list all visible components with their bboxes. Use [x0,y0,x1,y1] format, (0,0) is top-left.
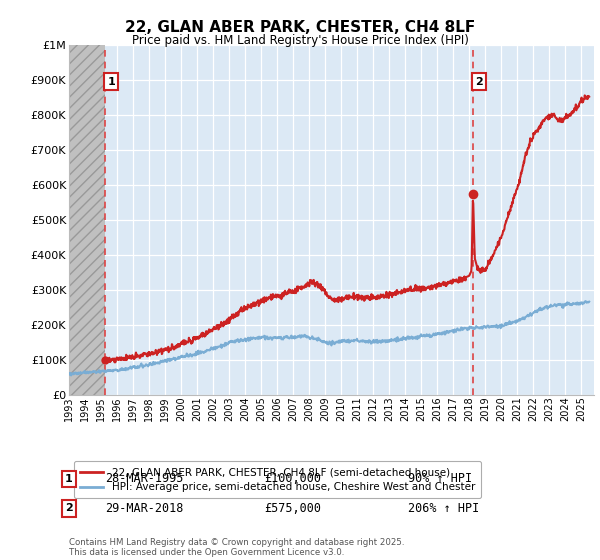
Text: 2: 2 [475,77,483,87]
Text: 1: 1 [65,474,73,484]
Text: 1: 1 [107,77,115,87]
Bar [69,45,105,395]
Text: 206% ↑ HPI: 206% ↑ HPI [408,502,479,515]
Text: Price paid vs. HM Land Registry's House Price Index (HPI): Price paid vs. HM Land Registry's House … [131,34,469,46]
Text: 22, GLAN ABER PARK, CHESTER, CH4 8LF: 22, GLAN ABER PARK, CHESTER, CH4 8LF [125,20,475,35]
Text: £100,000: £100,000 [264,472,321,486]
Legend: 22, GLAN ABER PARK, CHESTER, CH4 8LF (semi-detached house), HPI: Average price, : 22, GLAN ABER PARK, CHESTER, CH4 8LF (se… [74,461,481,498]
Text: 28-MAR-1995: 28-MAR-1995 [105,472,184,486]
Text: 90% ↑ HPI: 90% ↑ HPI [408,472,472,486]
Text: 29-MAR-2018: 29-MAR-2018 [105,502,184,515]
Text: 2: 2 [65,503,73,514]
Text: Contains HM Land Registry data © Crown copyright and database right 2025.
This d: Contains HM Land Registry data © Crown c… [69,538,404,557]
Text: £575,000: £575,000 [264,502,321,515]
